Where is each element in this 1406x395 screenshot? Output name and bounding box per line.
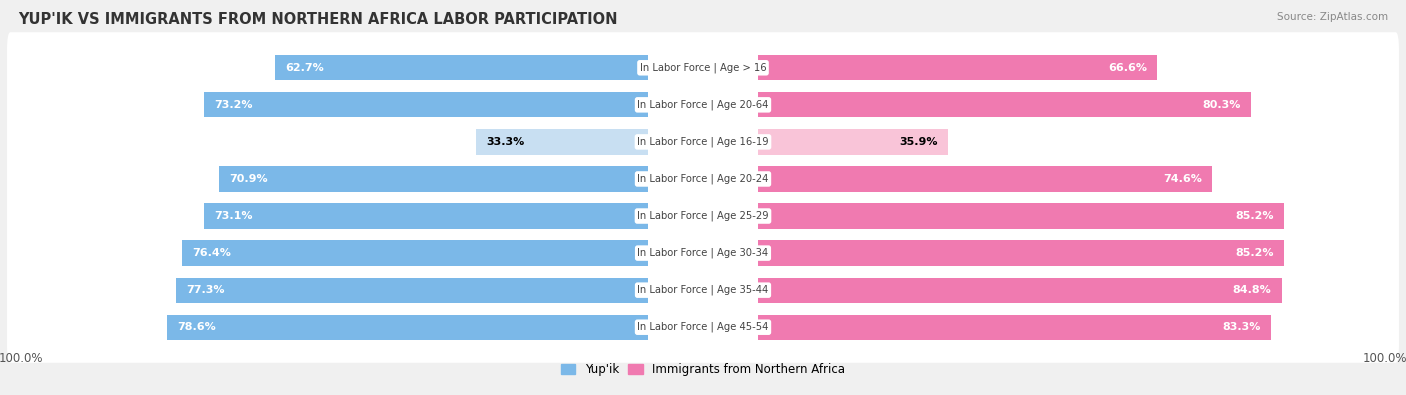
Text: 73.1%: 73.1% [215, 211, 253, 221]
Bar [758, 314, 1271, 340]
Text: Source: ZipAtlas.com: Source: ZipAtlas.com [1277, 12, 1388, 22]
Text: 66.6%: 66.6% [1108, 63, 1147, 73]
Text: 76.4%: 76.4% [193, 248, 231, 258]
Text: In Labor Force | Age 25-29: In Labor Force | Age 25-29 [637, 211, 769, 221]
Text: In Labor Force | Age 30-34: In Labor Force | Age 30-34 [637, 248, 769, 258]
Bar [758, 92, 1251, 117]
Bar [758, 166, 1212, 192]
Text: 77.3%: 77.3% [186, 285, 225, 295]
Text: In Labor Force | Age 20-64: In Labor Force | Age 20-64 [637, 100, 769, 110]
Text: 62.7%: 62.7% [285, 63, 325, 73]
Bar [181, 241, 648, 266]
Text: In Labor Force | Age 45-54: In Labor Force | Age 45-54 [637, 322, 769, 333]
FancyBboxPatch shape [7, 143, 1399, 214]
Text: 73.2%: 73.2% [214, 100, 252, 110]
FancyBboxPatch shape [7, 32, 1399, 103]
Text: YUP'IK VS IMMIGRANTS FROM NORTHERN AFRICA LABOR PARTICIPATION: YUP'IK VS IMMIGRANTS FROM NORTHERN AFRIC… [18, 12, 617, 27]
Bar [204, 203, 648, 229]
Text: 85.2%: 85.2% [1236, 248, 1274, 258]
Text: 85.2%: 85.2% [1236, 211, 1274, 221]
Bar [758, 278, 1282, 303]
FancyBboxPatch shape [7, 218, 1399, 289]
Bar [176, 278, 648, 303]
FancyBboxPatch shape [7, 254, 1399, 326]
Bar [167, 314, 648, 340]
Text: 33.3%: 33.3% [486, 137, 524, 147]
Legend: Yup'ik, Immigrants from Northern Africa: Yup'ik, Immigrants from Northern Africa [557, 358, 849, 381]
Text: 70.9%: 70.9% [229, 174, 269, 184]
Text: 84.8%: 84.8% [1233, 285, 1271, 295]
Bar [758, 55, 1157, 81]
Bar [758, 129, 948, 154]
Bar [758, 203, 1284, 229]
Bar [758, 241, 1284, 266]
Text: 83.3%: 83.3% [1223, 322, 1261, 332]
Text: In Labor Force | Age 20-24: In Labor Force | Age 20-24 [637, 174, 769, 184]
Text: 74.6%: 74.6% [1163, 174, 1202, 184]
Text: In Labor Force | Age 35-44: In Labor Force | Age 35-44 [637, 285, 769, 295]
Text: 35.9%: 35.9% [900, 137, 938, 147]
Text: 78.6%: 78.6% [177, 322, 215, 332]
Bar [219, 166, 648, 192]
FancyBboxPatch shape [7, 292, 1399, 363]
Bar [276, 55, 648, 81]
FancyBboxPatch shape [7, 106, 1399, 177]
FancyBboxPatch shape [7, 69, 1399, 141]
Bar [475, 129, 648, 154]
Text: In Labor Force | Age > 16: In Labor Force | Age > 16 [640, 62, 766, 73]
Bar [204, 92, 648, 117]
FancyBboxPatch shape [7, 181, 1399, 252]
Text: 80.3%: 80.3% [1202, 100, 1240, 110]
Text: In Labor Force | Age 16-19: In Labor Force | Age 16-19 [637, 137, 769, 147]
